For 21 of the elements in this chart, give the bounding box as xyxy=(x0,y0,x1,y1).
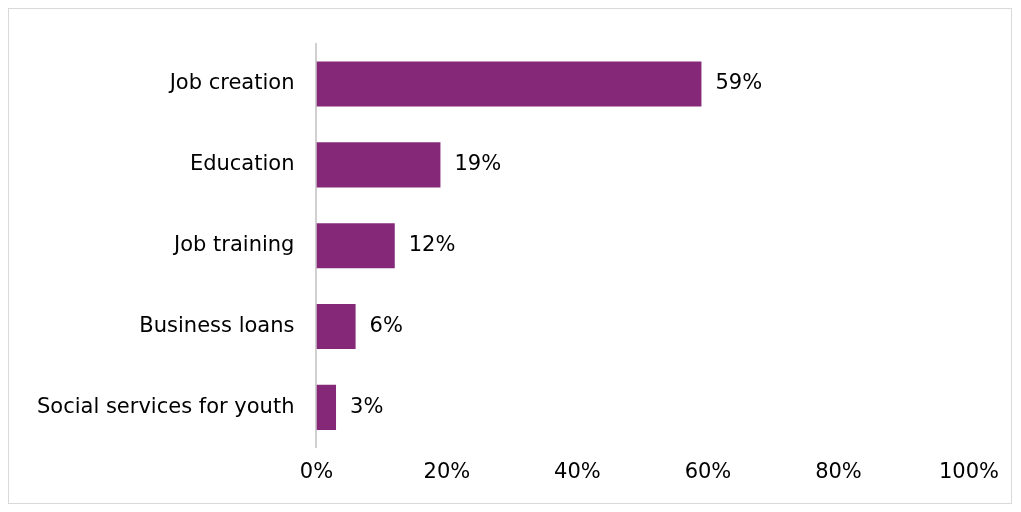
data-label: 19% xyxy=(454,151,502,176)
x-tick-label: 0% xyxy=(299,458,334,483)
y-tick-label: Business loans xyxy=(139,312,295,337)
x-tick-label: 40% xyxy=(554,458,601,483)
data-label: 6% xyxy=(369,312,403,337)
data-label: 12% xyxy=(408,232,456,257)
x-tick-label: 80% xyxy=(815,458,862,483)
bar xyxy=(316,142,441,188)
data-label: 59% xyxy=(715,70,763,95)
x-tick-label: 60% xyxy=(684,458,732,483)
bar xyxy=(316,223,395,269)
x-tick-label: 100% xyxy=(938,458,1000,483)
y-tick-label: Job creation xyxy=(167,70,295,95)
y-tick-label: Job training xyxy=(172,232,295,257)
bar xyxy=(316,61,702,107)
data-label: 3% xyxy=(350,393,384,418)
y-tick-label: Social services for youth xyxy=(36,393,295,418)
x-tick-label: 20% xyxy=(423,458,471,483)
bar xyxy=(316,384,337,430)
y-tick-label: Education xyxy=(189,151,295,176)
bar xyxy=(316,303,356,350)
